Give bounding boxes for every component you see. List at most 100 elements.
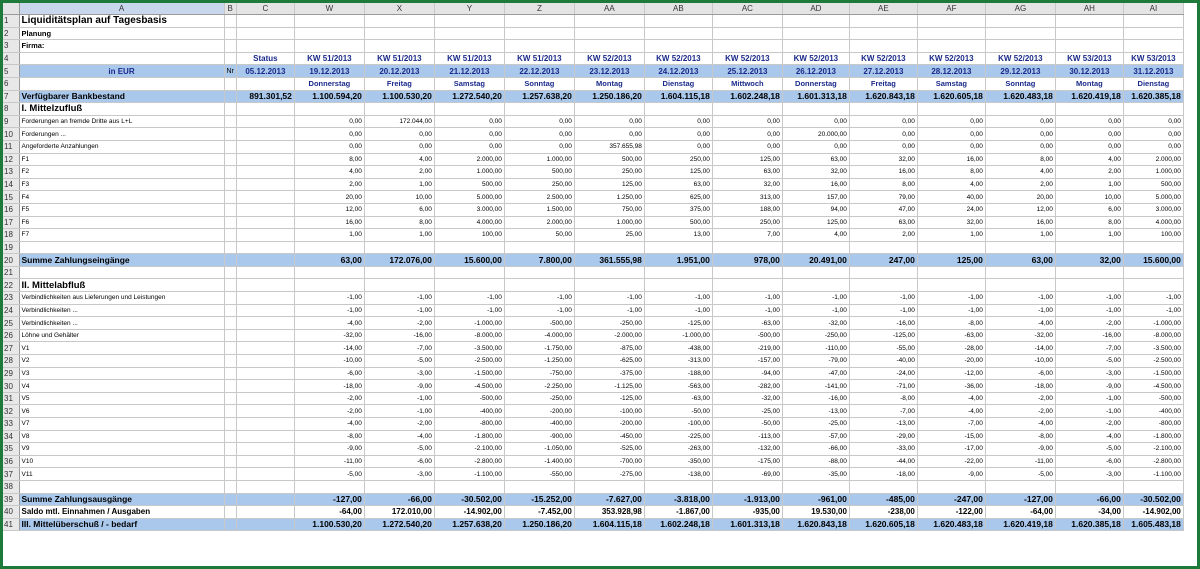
inflow-value[interactable]: 125,00 [574,178,645,192]
outflow-value[interactable]: -55,00 [849,341,918,356]
outflow-label[interactable]: V8 [19,430,225,444]
cell[interactable] [574,39,645,53]
row-header-10[interactable]: 10 [3,127,20,141]
outflow-value[interactable]: -525,00 [574,442,645,456]
date-cell[interactable]: 24.12.2013 [644,64,713,78]
inflow-value[interactable]: 125,00 [644,165,713,179]
cell[interactable] [224,518,237,532]
outflow-value[interactable]: -500,00 [1123,392,1184,406]
inflow-value[interactable]: 0,00 [434,140,505,154]
outflow-value[interactable]: -4,00 [294,316,365,330]
row-header-34[interactable]: 34 [3,430,20,444]
weekday-cell[interactable]: Freitag [849,77,918,91]
cell[interactable] [236,442,295,456]
cell[interactable] [574,14,645,28]
outflow-value[interactable]: -32,00 [985,329,1056,343]
outflow-value[interactable]: -8,00 [985,430,1056,444]
cell[interactable] [294,278,365,293]
cell[interactable] [224,178,237,192]
outflow-label[interactable]: V1 [19,341,225,356]
outflow-value[interactable]: -4.500,00 [1123,379,1184,393]
surplus-value[interactable]: 1.605.483,18 [1123,518,1184,532]
inflow-value[interactable]: 0,00 [1123,140,1184,154]
outflow-value[interactable]: -5,00 [364,442,435,456]
weekday-cell[interactable]: Sonntag [985,77,1056,91]
cell[interactable] [504,102,575,116]
outflow-value[interactable]: -125,00 [644,316,713,330]
cell[interactable] [236,455,295,469]
cell[interactable] [504,14,575,28]
cell[interactable] [236,291,295,305]
outflow-value[interactable]: -1,00 [434,304,505,318]
inflow-value[interactable]: 20,00 [294,190,365,204]
outflow-value[interactable]: -100,00 [574,404,645,418]
outflow-value[interactable]: -1,00 [1123,291,1184,305]
outflow-value[interactable]: -1.250,00 [504,354,575,368]
inflow-value[interactable]: 0,00 [1055,140,1124,154]
row-header-27[interactable]: 27 [3,341,20,356]
cell[interactable] [1055,480,1124,494]
outflow-value[interactable]: -110,00 [782,341,850,356]
inflow-value[interactable]: 0,00 [504,140,575,154]
cell[interactable] [434,102,505,116]
row-header-11[interactable]: 11 [3,140,20,154]
surplus-value[interactable]: 1.620.483,18 [917,518,986,532]
cell[interactable] [236,304,295,318]
outflow-value[interactable]: -2.800,00 [434,455,505,469]
outflow-value[interactable]: -3,00 [1055,467,1124,481]
cell[interactable] [644,266,713,280]
kw-cell[interactable]: KW 51/2013 [434,52,505,66]
outflow-value[interactable]: -1.000,00 [644,329,713,343]
cell[interactable] [364,14,435,28]
cell[interactable] [224,253,237,267]
outflow-value[interactable]: -9,00 [1055,379,1124,393]
cell[interactable] [236,190,295,204]
outflow-value[interactable]: -4,00 [917,392,986,406]
cell[interactable] [294,39,365,53]
cell[interactable] [224,90,237,104]
outflow-value[interactable]: -10,00 [294,354,365,368]
inflow-value[interactable]: 1.000,00 [434,165,505,179]
sum-inflow-value[interactable]: 125,00 [917,253,986,267]
saldo-value[interactable]: -122,00 [917,505,986,519]
surplus-value[interactable]: 1.601.313,18 [712,518,783,532]
cell[interactable] [917,27,986,41]
inflow-value[interactable]: 0,00 [917,140,986,154]
outflow-value[interactable]: -66,00 [782,442,850,456]
inflow-value[interactable]: 1,00 [917,228,986,242]
bank-balance-value[interactable]: 1.620.605,18 [917,90,986,104]
cell[interactable] [224,492,237,507]
inflow-value[interactable]: 188,00 [712,203,783,217]
cell[interactable] [1055,14,1124,28]
sum-outflow-value[interactable]: -7.627,00 [574,492,645,507]
outflow-value[interactable]: -14,00 [294,341,365,356]
cell[interactable] [364,102,435,116]
cell[interactable] [224,140,237,154]
saldo-value[interactable]: 353.928,98 [574,505,645,519]
cell[interactable] [224,216,237,230]
weekday-cell[interactable]: Freitag [364,77,435,91]
row-header-3[interactable]: 3 [3,39,20,53]
outflow-value[interactable]: -2,00 [1055,316,1124,330]
outflow-value[interactable]: -200,00 [574,417,645,431]
outflow-value[interactable]: -33,00 [849,442,918,456]
outflow-value[interactable]: -1,00 [782,291,850,305]
cell[interactable] [224,316,237,330]
outflow-value[interactable]: -2,00 [985,392,1056,406]
outflow-value[interactable]: -9,00 [917,467,986,481]
cell[interactable] [19,480,225,494]
outflow-value[interactable]: -8,00 [849,392,918,406]
outflow-value[interactable]: -1,00 [849,304,918,318]
outflow-label[interactable]: Verbindlichkeiten ... [19,316,225,330]
row-header-29[interactable]: 29 [3,367,20,381]
outflow-value[interactable]: -13,00 [782,404,850,418]
weekday-cell[interactable]: Dienstag [1123,77,1184,91]
column-header-Z[interactable]: Z [504,3,575,15]
status-label[interactable]: Status [236,52,295,66]
cell[interactable] [224,341,237,356]
nr-label[interactable]: Nr [224,64,237,78]
column-header-C[interactable]: C [236,3,295,15]
cell[interactable] [236,404,295,418]
inflow-value[interactable]: 7,00 [712,228,783,242]
outflow-value[interactable]: -35,00 [782,467,850,481]
